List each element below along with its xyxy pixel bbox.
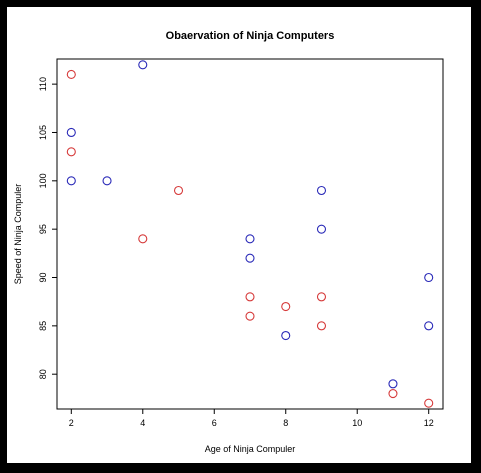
data-points <box>66 60 434 408</box>
x-axis-label: Age of Ninja Compuler <box>205 444 296 454</box>
x-tick-label: 10 <box>352 418 362 428</box>
data-point-series-2 <box>138 234 148 244</box>
data-point-series-2 <box>245 292 255 302</box>
data-point-series-1 <box>388 379 398 389</box>
data-point-series-1 <box>245 234 255 244</box>
data-point-series-2 <box>281 301 291 312</box>
chart-frame <box>7 7 471 463</box>
y-tick-label: 90 <box>38 273 48 283</box>
x-tick-label: 8 <box>283 418 288 428</box>
data-point-series-2 <box>66 69 76 80</box>
y-tick-label: 105 <box>38 125 48 140</box>
plot-area <box>56 58 444 410</box>
data-point-series-2 <box>245 311 255 321</box>
data-point-series-2 <box>173 185 184 196</box>
x-tick-label: 12 <box>424 418 434 428</box>
x-axis: 2 4 6 8 10 12 <box>69 409 434 428</box>
y-axis-label: Speed of Ninja Compuler <box>13 184 23 285</box>
data-point-series-1 <box>281 330 291 341</box>
y-tick-label: 100 <box>38 173 48 188</box>
y-tick-label: 80 <box>38 369 48 379</box>
data-point-series-1 <box>66 176 76 186</box>
y-axis: 80 85 90 95 100 105 110 <box>38 77 57 379</box>
data-point-series-1 <box>138 60 148 70</box>
data-point-series-1 <box>66 127 76 138</box>
y-tick-label: 95 <box>38 224 48 234</box>
data-point-series-1 <box>316 185 327 196</box>
data-point-series-1 <box>424 321 434 331</box>
chart-title: Obaervation of Ninja Computers <box>166 30 335 42</box>
x-tick-label: 4 <box>140 418 145 428</box>
data-point-series-2 <box>66 147 76 157</box>
y-tick-label: 110 <box>38 77 48 91</box>
data-point-series-1 <box>316 224 327 234</box>
y-tick-label: 85 <box>38 321 48 331</box>
data-point-series-2 <box>424 398 434 408</box>
data-point-series-1 <box>102 176 112 186</box>
data-point-series-2 <box>316 292 327 302</box>
data-point-series-1 <box>424 272 434 283</box>
data-point-series-1 <box>245 253 255 263</box>
data-point-series-2 <box>388 388 398 399</box>
data-point-series-2 <box>316 321 327 331</box>
x-tick-label: 6 <box>212 418 217 428</box>
x-tick-label: 2 <box>69 418 74 428</box>
